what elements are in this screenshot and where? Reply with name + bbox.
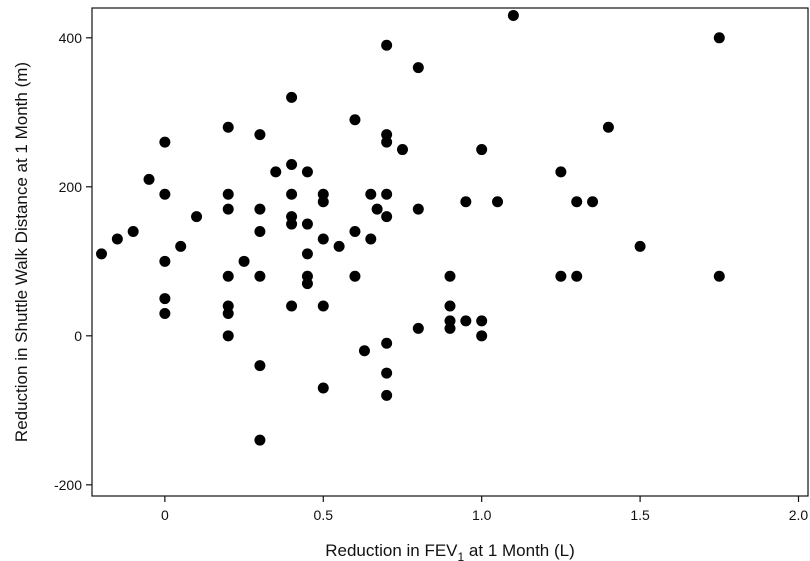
data-point: [159, 136, 171, 148]
data-point: [286, 300, 298, 312]
data-point: [301, 218, 313, 230]
data-point: [238, 255, 250, 267]
data-point: [587, 196, 599, 208]
data-point: [301, 278, 313, 290]
data-point: [365, 233, 377, 245]
data-point: [191, 211, 203, 223]
data-point: [349, 270, 361, 282]
data-point: [444, 270, 456, 282]
data-point: [476, 330, 488, 342]
data-point: [381, 211, 393, 223]
data-point: [371, 203, 383, 215]
y-tick-label: 0: [74, 328, 82, 344]
data-point: [286, 188, 298, 200]
data-point: [127, 226, 139, 238]
data-point: [333, 240, 345, 252]
data-point: [713, 32, 725, 44]
data-point: [301, 248, 313, 260]
data-point: [175, 240, 187, 252]
y-tick-label: 400: [59, 30, 83, 46]
data-point: [159, 188, 171, 200]
data-point: [492, 196, 504, 208]
data-point: [381, 389, 393, 401]
data-point: [602, 121, 614, 133]
data-point: [349, 226, 361, 238]
data-point: [396, 144, 408, 156]
data-point: [381, 188, 393, 200]
data-point: [713, 270, 725, 282]
data-point: [317, 300, 329, 312]
data-point: [222, 270, 234, 282]
data-point: [381, 367, 393, 379]
data-points: [96, 9, 725, 446]
y-tick-label: 200: [59, 179, 83, 195]
x-axis: 0 0.5 1.0 1.5 2.0: [161, 496, 808, 523]
data-point: [159, 293, 171, 305]
data-point: [444, 322, 456, 334]
data-point: [571, 196, 583, 208]
data-point: [381, 39, 393, 51]
data-point: [111, 233, 123, 245]
data-point: [317, 233, 329, 245]
x-tick-label: 1.5: [630, 507, 650, 523]
data-point: [476, 315, 488, 327]
plot-frame: [91, 7, 809, 497]
x-tick-label: 1.0: [472, 507, 492, 523]
data-point: [365, 188, 377, 200]
data-point: [301, 166, 313, 178]
x-axis-label: Reduction in FEV1 at 1 Month (L): [325, 541, 575, 561]
x-tick-label: 2.0: [789, 507, 809, 523]
data-point: [222, 307, 234, 319]
data-point: [412, 203, 424, 215]
data-point: [555, 166, 567, 178]
data-point: [634, 240, 646, 252]
data-point: [476, 144, 488, 156]
data-point: [254, 226, 266, 238]
data-point: [460, 196, 472, 208]
data-point: [317, 196, 329, 208]
data-point: [254, 360, 266, 372]
data-point: [159, 255, 171, 267]
data-point: [254, 203, 266, 215]
data-point: [571, 270, 583, 282]
y-axis-label: Reduction in Shuttle Walk Distance at 1 …: [12, 62, 31, 442]
data-point: [254, 129, 266, 141]
data-point: [222, 121, 234, 133]
data-point: [222, 188, 234, 200]
data-point: [254, 434, 266, 446]
data-point: [460, 315, 472, 327]
data-point: [286, 158, 298, 170]
data-point: [381, 136, 393, 148]
data-point: [96, 248, 108, 260]
data-point: [381, 337, 393, 349]
data-point: [358, 345, 370, 357]
data-point: [222, 203, 234, 215]
data-point: [286, 91, 298, 103]
data-point: [254, 270, 266, 282]
data-point: [143, 173, 155, 185]
data-point: [444, 300, 456, 312]
x-tick-label: 0.5: [314, 507, 334, 523]
data-point: [412, 62, 424, 74]
x-tick-label: 0: [161, 507, 169, 523]
y-axis: -200 0 200 400: [54, 30, 92, 493]
data-point: [412, 322, 424, 334]
data-point: [317, 382, 329, 394]
data-point: [222, 330, 234, 342]
data-point: [349, 114, 361, 126]
data-point: [286, 218, 298, 230]
data-point: [159, 307, 171, 319]
y-tick-label: -200: [54, 477, 82, 493]
data-point: [270, 166, 282, 178]
data-point: [507, 9, 519, 21]
data-point: [555, 270, 567, 282]
